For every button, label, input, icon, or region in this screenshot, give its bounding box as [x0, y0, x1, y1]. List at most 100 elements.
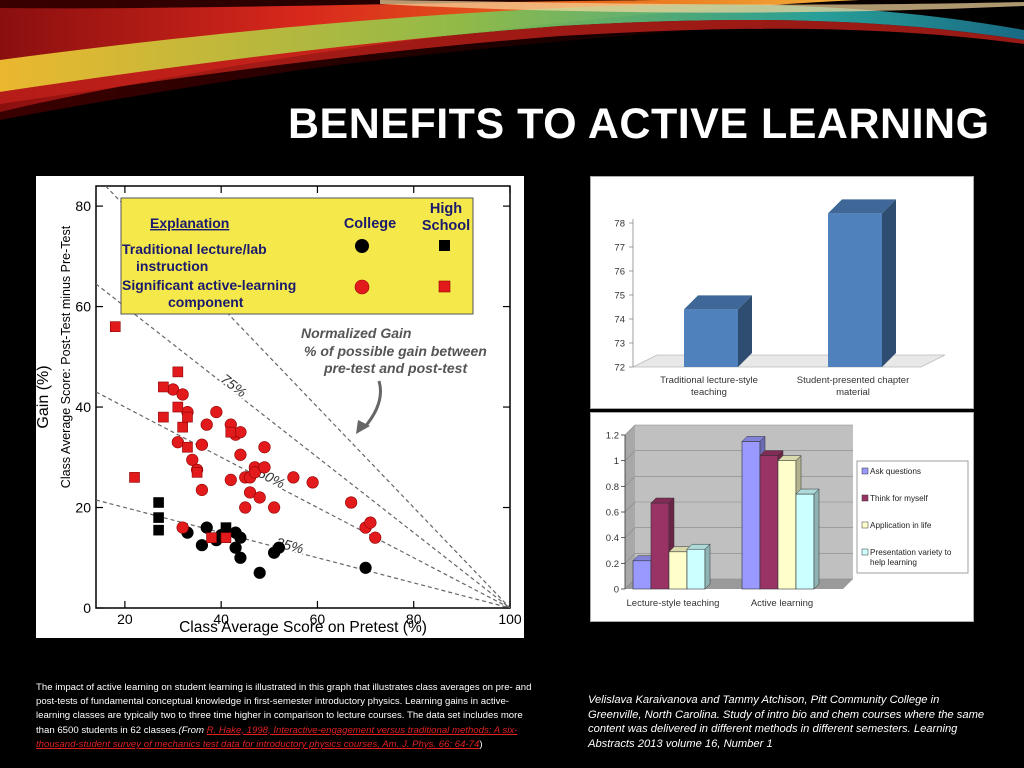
- scatter-point: [248, 466, 261, 479]
- legend-label: Application in life: [870, 521, 932, 530]
- scatter-point: [364, 516, 377, 529]
- bar: [795, 493, 815, 590]
- high-school-column-label: High: [430, 201, 462, 217]
- scatter-point: [369, 531, 382, 544]
- score-bar-chart: 72 73 74 75 76 77 78 Traditional lecture-style t…: [590, 176, 974, 409]
- explanation-box: [120, 197, 474, 315]
- y-tick-label: 73: [614, 339, 625, 350]
- scatter-point: [234, 448, 247, 461]
- scatter-point: [158, 381, 169, 393]
- scatter-point: [158, 411, 169, 423]
- legend-label: Presentation variety to: [870, 548, 952, 557]
- y-axis-label: Class Average Score: Post-Test minus Pre…: [59, 225, 73, 488]
- bar: [684, 309, 738, 367]
- annotation-arrow: [362, 380, 382, 429]
- scatter-point: [220, 522, 232, 533]
- caption-text: The impact of active learning on student…: [36, 682, 532, 736]
- bar-top: [795, 488, 820, 495]
- scatter-point: [195, 539, 209, 552]
- caption-close: ): [479, 738, 483, 750]
- scatter-point: [258, 441, 271, 454]
- x-tick-label: 60: [310, 611, 326, 627]
- y-tick-label: 0: [614, 585, 619, 596]
- bar-top: [741, 436, 766, 442]
- legend-college-traditional-marker: [355, 239, 369, 253]
- x-tick-label: 100: [498, 611, 522, 627]
- y-tick-label: 74: [614, 315, 625, 326]
- scatter-point: [200, 418, 213, 431]
- scatter-point: [177, 421, 188, 433]
- y-tick-label: 1.2: [606, 431, 619, 442]
- annotation-arrowhead: [356, 420, 370, 434]
- scatter-point: [234, 426, 247, 439]
- y-tick-label: 0.4: [606, 533, 619, 544]
- plot-frame: [95, 185, 511, 609]
- scatter-point: [186, 453, 199, 466]
- legend-traditional-label: instruction: [136, 258, 208, 274]
- scatter-point: [306, 476, 319, 489]
- scatter-point: [206, 532, 217, 543]
- legend-hs-traditional-marker: [439, 240, 450, 251]
- chart-floor: [632, 354, 946, 368]
- annotation-text: Normalized Gain: [301, 325, 411, 341]
- scatter-point: [195, 483, 209, 497]
- gain-scatter-chart: 20 40 60 80 100 0 20 40 60 80 Class Average Score …: [35, 176, 524, 638]
- scatter-point: [153, 524, 164, 536]
- annotation-text: % of possible gain between: [304, 343, 487, 359]
- bar: [777, 460, 797, 590]
- bar: [759, 455, 779, 590]
- gain-line: [96, 499, 510, 608]
- gridline: [624, 553, 636, 564]
- legend-hs-active-marker: [438, 280, 451, 293]
- scatter-point: [210, 405, 223, 419]
- x-tick-label: 20: [117, 611, 133, 627]
- scatter-point: [359, 561, 372, 574]
- scatter-point: [253, 566, 266, 579]
- high-school-column-label: School: [422, 218, 470, 234]
- bar-side: [813, 488, 820, 590]
- scatter-point: [239, 501, 252, 514]
- x-category-label: Traditional lecture-style: [660, 375, 758, 386]
- legend-label: help learning: [870, 558, 917, 567]
- y-tick-label: 0.6: [606, 508, 619, 519]
- x-category-label: teaching: [691, 387, 727, 398]
- bar-top: [759, 450, 784, 456]
- y-tick-label: 60: [75, 299, 91, 315]
- gridline: [624, 501, 636, 513]
- scatter-point: [172, 366, 184, 378]
- hake-citation-link[interactable]: R. Hake, 1998, Interactive-engagement ve…: [36, 724, 518, 750]
- scatter-point: [258, 461, 271, 474]
- bar-side: [704, 543, 711, 590]
- legend-label: Think for myself: [870, 494, 929, 503]
- scatter-point: [182, 441, 193, 453]
- x-category-label: Active learning: [751, 598, 813, 609]
- scatter-point: [229, 541, 242, 554]
- y-tick-label: 77: [614, 243, 625, 254]
- bar-top: [777, 455, 802, 461]
- scatter-point: [153, 512, 164, 523]
- scatter-point: [253, 491, 266, 504]
- bar: [632, 560, 652, 590]
- scatter-point: [272, 541, 286, 554]
- gain-line: [96, 391, 510, 608]
- survey-bar-chart: 0 0.2 0.4 0.6 0.8 1 1.2 Lecture-style teaching A…: [590, 412, 974, 622]
- scatter-point: [220, 532, 232, 543]
- scatter-point: [182, 411, 193, 423]
- gridline: [624, 527, 636, 538]
- bar-side: [738, 295, 752, 367]
- x-category-label: Student-presented chapter: [797, 375, 910, 386]
- physics-study-caption: The impact of active learning on student…: [36, 681, 536, 752]
- gridline: [624, 476, 636, 487]
- decorative-swoosh: [0, 0, 1024, 120]
- y-tick-label: 75: [614, 291, 625, 302]
- scatter-point: [234, 551, 247, 564]
- scatter-point: [225, 426, 237, 438]
- bar-top: [686, 543, 711, 550]
- scatter-point: [234, 531, 247, 544]
- scatter-point: [153, 497, 164, 508]
- legend-active-label: Significant active-learning: [122, 277, 296, 293]
- gridline: [624, 450, 636, 461]
- bar-top: [828, 199, 896, 214]
- explanation-heading: Explanation: [150, 215, 229, 231]
